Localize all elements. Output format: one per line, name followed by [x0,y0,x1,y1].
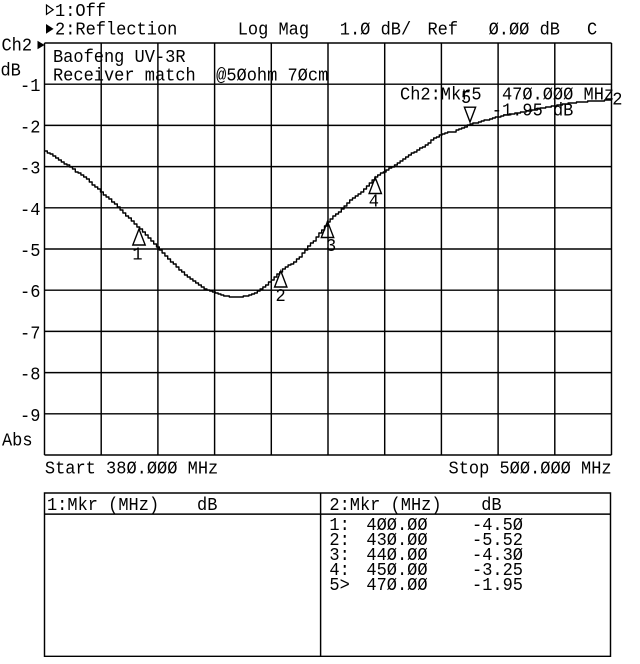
svg-text:Ch2: Ch2 [1,36,32,57]
svg-text:C: C [587,20,597,41]
svg-text:Baofeng UV-3R: Baofeng UV-3R [53,47,186,68]
svg-text:Receiver match @5Øohm 7Øcm: Receiver match @5Øohm 7Øcm [53,66,328,87]
svg-text:-6: -6 [20,283,40,304]
svg-text:2: 2 [276,286,286,307]
svg-text:-4.3Ø: -4.3Ø [472,546,523,567]
svg-text:-3: -3 [20,159,40,180]
svg-text:45Ø.ØØ: 45Ø.ØØ [366,561,427,582]
svg-text:-9: -9 [20,406,40,427]
svg-text:-4.5Ø: -4.5Ø [472,516,523,537]
svg-text:2:: 2: [329,531,349,552]
svg-text:4ØØ.ØØ: 4ØØ.ØØ [366,516,427,537]
svg-text:2: 2 [612,90,622,111]
svg-text:4: 4 [369,192,379,213]
svg-text:-4: -4 [20,200,40,221]
svg-text:-7: -7 [20,324,40,345]
svg-text:-1.95: -1.95 [472,576,523,597]
svg-text:47Ø.ØØ: 47Ø.ØØ [366,576,427,597]
svg-text:3:: 3: [329,546,349,567]
svg-text:1:: 1: [329,516,349,537]
svg-text:4:: 4: [329,561,349,582]
svg-text:Ch2:Mkr5 47Ø.ØØØ MHz: Ch2:Mkr5 47Ø.ØØØ MHz [400,85,614,106]
svg-text:1:Off: 1:Off [55,1,106,22]
svg-text:-3.25: -3.25 [472,561,523,582]
svg-text:1.Ø dB/: 1.Ø dB/ [340,20,411,41]
svg-text:dB: dB [197,495,218,516]
svg-text:Start 38Ø.ØØØ MHz: Start 38Ø.ØØØ MHz [45,459,218,480]
svg-text:5>: 5> [329,576,349,597]
svg-text:Stop 5ØØ.ØØØ MHz: Stop 5ØØ.ØØØ MHz [449,459,612,480]
svg-text:Ø.ØØ dB: Ø.ØØ dB [489,20,561,41]
svg-text:1: 1 [132,245,142,266]
svg-text:Ref: Ref [428,20,459,41]
svg-text:dB: dB [1,61,22,82]
svg-text:-1: -1 [20,77,40,98]
svg-text:-5: -5 [20,241,40,262]
svg-text:Log Mag: Log Mag [238,20,309,41]
svg-text:dB: dB [481,495,502,516]
svg-text:3: 3 [326,236,336,257]
svg-text:-2: -2 [20,118,40,139]
svg-text:Abs: Abs [2,431,33,452]
svg-text:5: 5 [461,88,471,109]
svg-text:-8: -8 [20,365,40,386]
svg-text:-1.95 dB: -1.95 dB [492,101,574,122]
svg-text:44Ø.ØØ: 44Ø.ØØ [366,546,427,567]
svg-text:2:Mkr (MHz): 2:Mkr (MHz) [329,495,441,516]
svg-text:1:Mkr (MHz): 1:Mkr (MHz) [47,495,159,516]
svg-text:2:Reflection: 2:Reflection [55,20,177,41]
svg-text:43Ø.ØØ: 43Ø.ØØ [366,531,427,552]
svg-text:-5.52: -5.52 [472,531,523,552]
